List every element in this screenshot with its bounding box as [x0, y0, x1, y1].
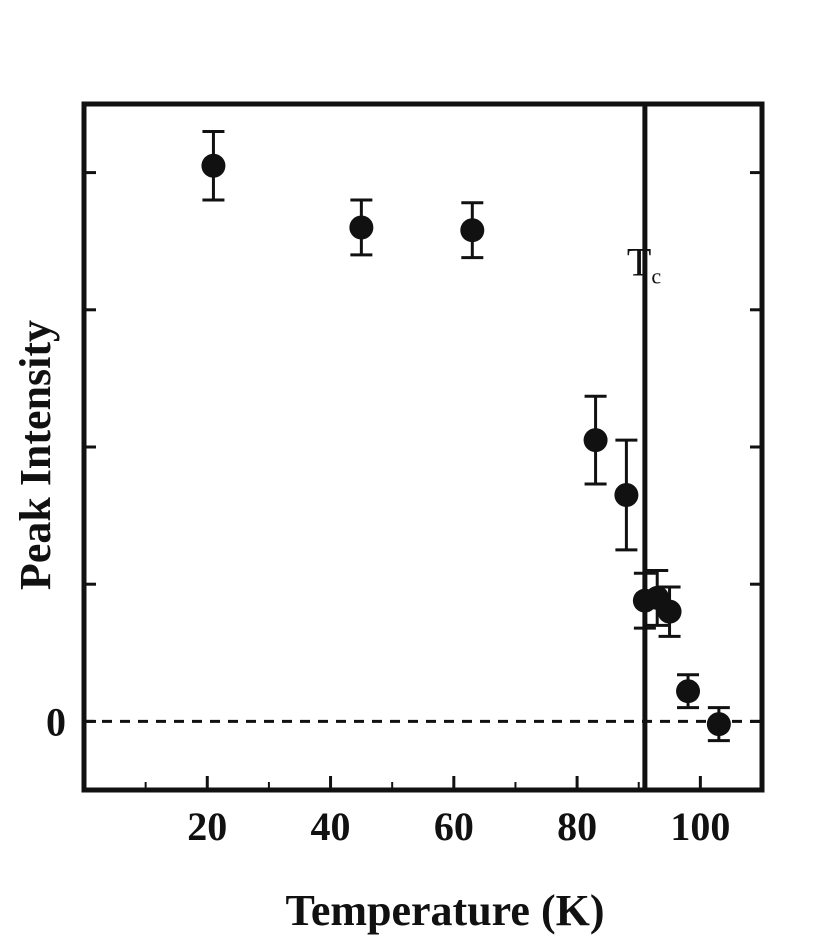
- y-tick-label: 0: [46, 699, 66, 744]
- x-tick-label: 40: [311, 804, 351, 849]
- data-point: [349, 215, 374, 240]
- data-point: [676, 679, 701, 704]
- tc-annotation-subscript: c: [651, 264, 661, 289]
- data-point-group: [706, 706, 731, 743]
- data-point-group: [201, 129, 226, 202]
- data-point: [583, 428, 608, 453]
- data-point: [657, 599, 682, 624]
- data-point-group: [676, 673, 701, 710]
- y-axis-title: Peak Intensity: [11, 320, 60, 590]
- x-tick-label: 20: [187, 804, 227, 849]
- x-axis-title: Temperature (K): [286, 886, 605, 935]
- y-tick-labels: 0: [46, 699, 66, 744]
- plot-frame: [81, 101, 765, 793]
- tc-annotation-main: T: [627, 240, 651, 285]
- data-point-group: [583, 394, 608, 486]
- data-points: [201, 129, 731, 743]
- data-point: [460, 218, 485, 243]
- data-point: [201, 153, 226, 178]
- x-tick-label: 60: [434, 804, 474, 849]
- x-tick-labels: 20 40 60 80 100: [187, 804, 730, 849]
- data-point-group: [614, 438, 639, 552]
- data-point-group: [349, 198, 374, 257]
- x-tick-label: 80: [557, 804, 597, 849]
- data-point: [706, 712, 731, 737]
- data-point-group: [460, 201, 485, 260]
- tc-annotation: Tc: [627, 240, 661, 289]
- data-point: [614, 483, 639, 508]
- data-point-group: [657, 585, 682, 638]
- x-tick-label: 100: [670, 804, 730, 849]
